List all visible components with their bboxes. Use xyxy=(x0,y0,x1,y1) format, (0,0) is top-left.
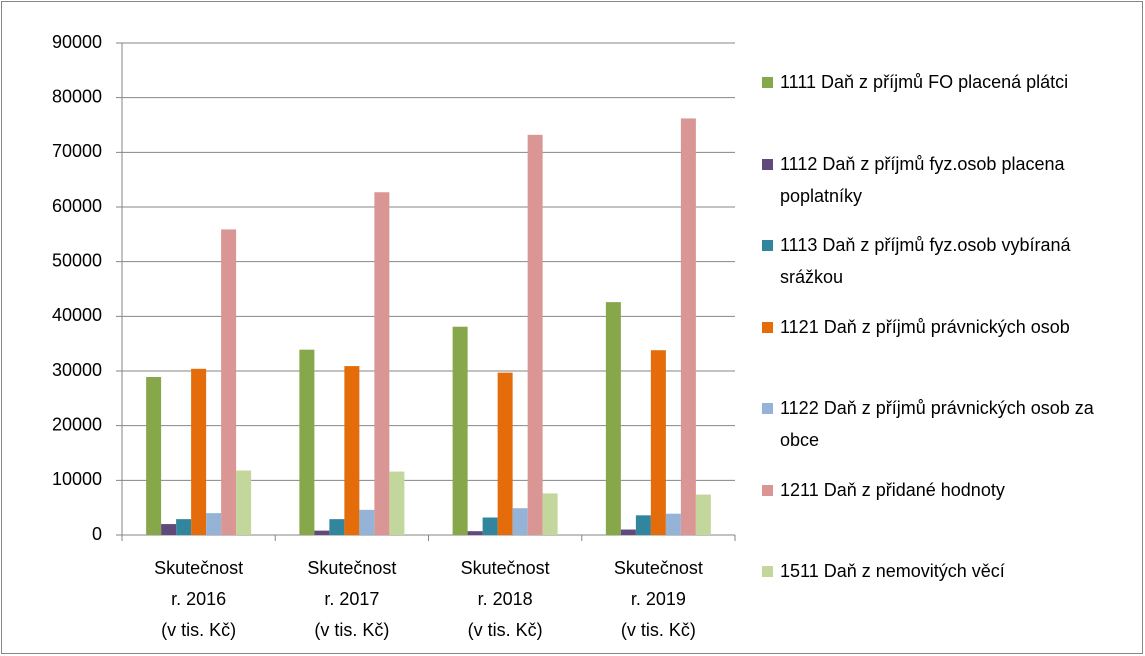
bar xyxy=(221,229,237,535)
x-tick-label: (v tis. Kč) xyxy=(621,620,696,640)
legend-entry: 1511 Daň z nemovitých věcí xyxy=(762,555,1125,587)
bar xyxy=(665,513,681,535)
legend-label: 1112 Daň z příjmů fyz.osob placena popla… xyxy=(780,153,1065,206)
x-tick-label: Skutečnost xyxy=(461,558,550,578)
x-tick-label: r. 2018 xyxy=(478,589,533,609)
bar xyxy=(299,349,315,535)
legend-swatch xyxy=(762,77,773,88)
bar xyxy=(650,350,666,535)
bar xyxy=(161,524,177,535)
legend-label: 1113 Daň z příjmů fyz.osob vybíraná sráž… xyxy=(780,235,1071,287)
bar xyxy=(635,515,651,535)
legend-swatch xyxy=(762,566,773,577)
bar xyxy=(359,509,375,535)
bar xyxy=(542,493,558,535)
x-tick-label: r. 2019 xyxy=(631,589,686,609)
bar xyxy=(176,519,192,535)
x-tick-label: (v tis. Kč) xyxy=(161,620,236,640)
legend-swatch xyxy=(762,484,773,496)
y-tick-label: 60000 xyxy=(52,196,102,216)
legend-label: 1122 Daň z příjmů právnických osob za ob… xyxy=(780,398,1094,450)
bar xyxy=(452,326,468,535)
legend-entry: 1111 Daň z příjmů FO placená plátci xyxy=(762,66,1125,98)
y-tick-label: 40000 xyxy=(52,305,102,325)
x-tick-label: Skutečnost xyxy=(307,558,396,578)
bar xyxy=(620,529,636,535)
bar xyxy=(329,519,345,535)
bar xyxy=(314,530,330,535)
bar xyxy=(389,471,405,535)
y-tick-label: 90000 xyxy=(52,32,102,52)
x-tick-label: r. 2017 xyxy=(324,589,379,609)
bar xyxy=(146,377,162,535)
legend-swatch xyxy=(762,240,773,251)
legend-label: 1211 Daň z přidané hodnoty xyxy=(780,479,1005,500)
x-tick-label: (v tis. Kč) xyxy=(314,620,389,640)
bar xyxy=(527,134,543,535)
legend-entry: 1112 Daň z příjmů fyz.osob placena popla… xyxy=(762,148,1125,212)
bar xyxy=(344,366,360,535)
x-tick-label: r. 2016 xyxy=(171,589,226,609)
y-tick-label: 20000 xyxy=(52,414,102,434)
y-tick-label: 10000 xyxy=(52,469,102,489)
legend-entry: 1113 Daň z příjmů fyz.osob vybíraná sráž… xyxy=(762,229,1125,293)
bar xyxy=(695,494,711,535)
legend-label: 1511 Daň z nemovitých věcí xyxy=(780,561,1005,581)
bar xyxy=(191,368,207,535)
bar xyxy=(497,372,513,535)
y-tick-label: 70000 xyxy=(52,141,102,161)
x-tick-label: Skutečnost xyxy=(154,558,243,578)
legend-swatch xyxy=(762,321,773,333)
bar xyxy=(374,192,390,536)
legend-label: 1111 Daň z příjmů FO placená plátci xyxy=(780,72,1069,92)
legend-entry: 1122 Daň z příjmů právnických osob za ob… xyxy=(762,392,1125,456)
bar xyxy=(482,517,498,535)
x-tick-label: (v tis. Kč) xyxy=(468,620,543,640)
y-tick-label: 30000 xyxy=(52,360,102,380)
legend-entry: 1211 Daň z přidané hodnoty xyxy=(762,474,1125,506)
y-tick-label: 50000 xyxy=(52,250,102,270)
x-tick-label: Skutečnost xyxy=(614,558,703,578)
bar xyxy=(236,470,252,535)
bar xyxy=(605,302,621,535)
bar xyxy=(512,508,528,535)
bar xyxy=(467,531,483,535)
y-tick-label: 0 xyxy=(92,524,102,544)
legend-entry: 1121 Daň z příjmů právnických osob xyxy=(762,311,1125,343)
y-tick-label: 80000 xyxy=(52,86,102,106)
bar xyxy=(680,118,696,535)
legend-label: 1121 Daň z příjmů právnických osob xyxy=(780,316,1070,337)
bar xyxy=(206,513,222,535)
legend-swatch xyxy=(762,403,773,414)
legend-swatch xyxy=(762,158,773,170)
